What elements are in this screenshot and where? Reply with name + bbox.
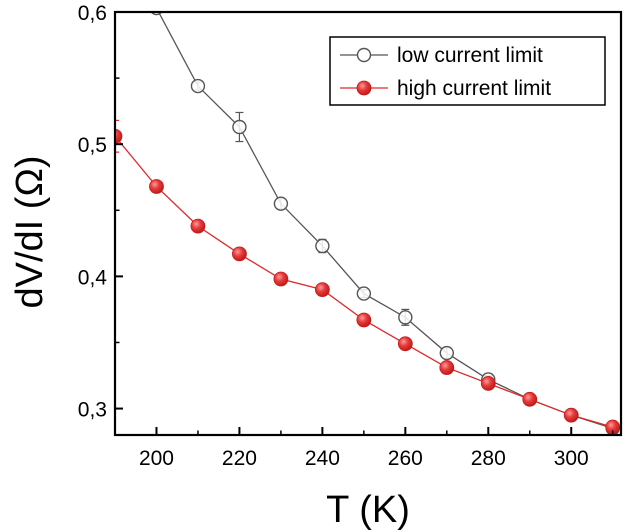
y-tick-label: 0,6 [78,2,107,25]
x-tick-label: 220 [222,447,257,470]
y-tick-label: 0,5 [78,134,107,157]
x-tick-labels: 200 220 240 260 280 300 [139,447,589,470]
data-point [232,119,247,135]
data-point [273,271,289,287]
data-point [439,345,455,361]
x-tick-label: 280 [471,447,506,470]
y-tick-labels: 0,3 0,4 0,5 0,6 [78,2,108,422]
series-high-current-limit [115,119,621,435]
series-layer [115,12,621,435]
data-point [115,128,123,144]
data-point [397,336,413,352]
data-point [480,376,496,391]
legend-box [329,36,606,106]
x-tick-label: 240 [305,447,340,470]
data-point [149,179,164,194]
y-tick-label: 0,3 [78,399,107,422]
y-axis-title: dV/dI (Ω) [9,155,51,308]
data-point [356,286,372,301]
legend-marker-low [356,47,372,63]
series-line [115,135,613,428]
legend: low current limit high current limit [329,36,606,106]
data-point [315,238,330,254]
x-tick-label: 260 [388,447,423,470]
data-point [439,360,455,375]
data-point [314,282,330,297]
error-bar [152,12,161,13]
data-point [398,310,413,325]
legend-label-low: low current limit [397,44,543,67]
plot-frame [113,10,623,437]
legend-marker-high [356,80,372,96]
data-point [563,407,579,423]
x-axis-title: T (K) [326,489,410,531]
x-tick-label: 300 [554,447,589,470]
axis-ticks [114,11,614,435]
data-point [273,196,289,211]
data-point [190,218,206,234]
data-point [356,312,372,328]
x-tick-label: 200 [139,447,174,470]
y-tick-label: 0,4 [78,266,108,289]
data-point [522,391,538,407]
error-bar [115,119,119,153]
legend-label-high: high current limit [397,77,551,100]
data-point [232,246,247,262]
data-point [190,78,206,94]
